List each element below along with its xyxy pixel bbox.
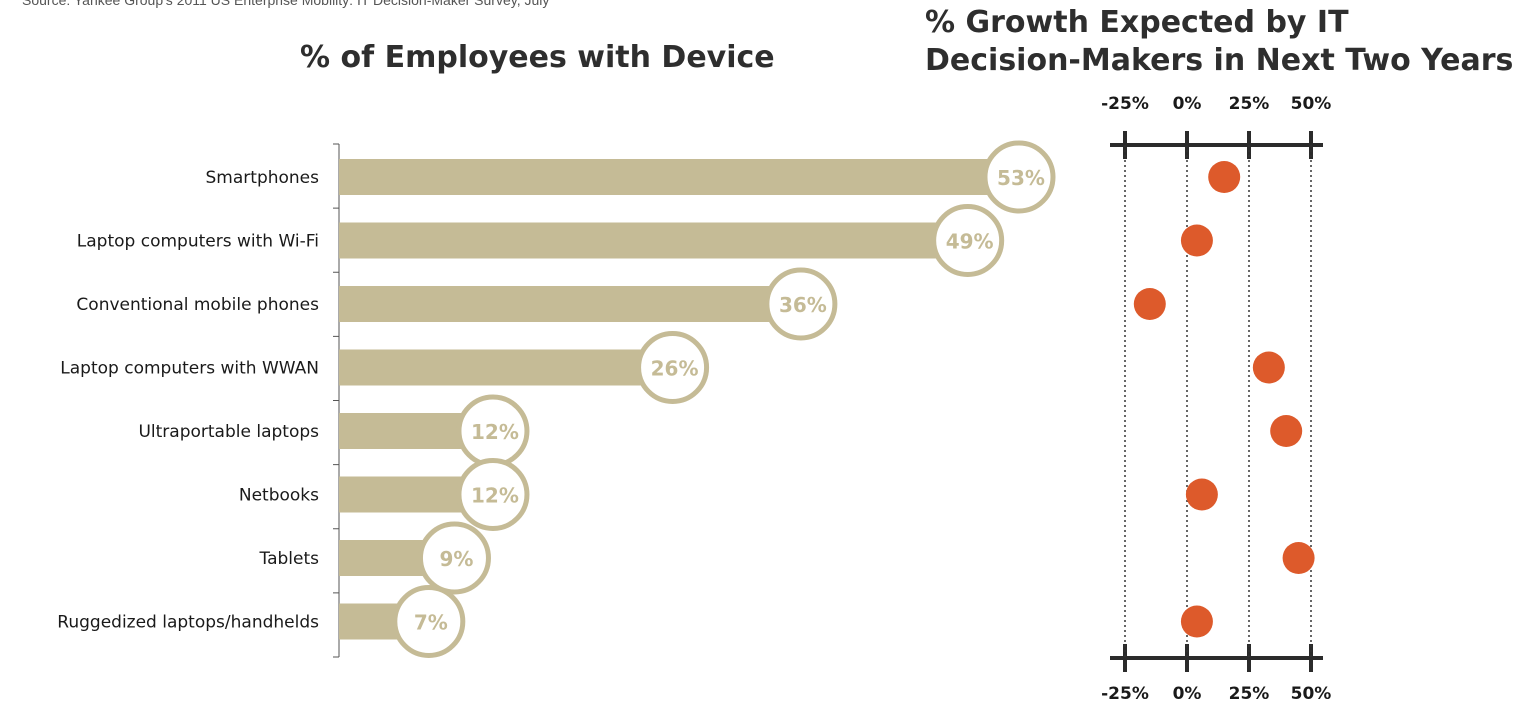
bar-value-label: 7%: [414, 611, 448, 635]
bar-value-badge: [764, 267, 838, 341]
bar-value-badge: [456, 458, 530, 531]
source-note: Source: Yankee Group's 2011 US Enterpris…: [22, 0, 550, 8]
dot-tick-label-top: 25%: [1229, 94, 1270, 114]
bar-value-label: 26%: [651, 357, 699, 381]
bar-category-label: Ruggedized laptops/handhelds: [57, 613, 319, 633]
bar-value-label: 12%: [471, 420, 519, 444]
bar-value-label: 12%: [471, 484, 519, 508]
bar: [339, 349, 673, 386]
dot-chart: -25% -25% 0% 0% 25% 25% 50% 50%: [1101, 94, 1331, 704]
bar: [339, 222, 968, 259]
dot-tick-label-bottom: 0%: [1173, 684, 1202, 704]
growth-dot: [1180, 605, 1213, 638]
bar-value-badge: [982, 140, 1056, 214]
growth-dot: [1133, 288, 1166, 320]
growth-dot: [1208, 161, 1241, 193]
bar-value-badge: [931, 204, 1005, 277]
dot-tick-label-top: 0%: [1173, 94, 1202, 114]
bar-chart-title: % of Employees with Device: [300, 40, 775, 75]
bar: [339, 286, 801, 322]
bar-value-label: 49%: [946, 230, 994, 254]
bar-value-label: 9%: [439, 547, 473, 571]
dot-tick-label-top: 50%: [1291, 94, 1332, 114]
bar: [339, 159, 1019, 195]
bar-value-label: 53%: [997, 166, 1045, 190]
bar-value-label: 36%: [779, 293, 827, 317]
dot-tick-label-bottom: 50%: [1291, 684, 1332, 704]
bar-category-label: Ultraportable laptops: [138, 422, 319, 442]
bar-category-label: Laptop computers with Wi-Fi: [77, 232, 319, 252]
bar-value-badge: [636, 331, 710, 404]
growth-dot: [1270, 415, 1303, 447]
growth-dot: [1185, 478, 1218, 511]
dot-tick-label-bottom: -25%: [1101, 684, 1149, 704]
growth-dot: [1180, 224, 1213, 257]
dot-chart-title-line-1: % Growth Expected by IT: [925, 5, 1349, 40]
bar-chart: Smartphones 53% Laptop computers with Wi-F…: [57, 140, 1056, 658]
bar-value-badge: [392, 585, 466, 658]
bar-category-label: Smartphones: [206, 168, 320, 188]
bar-category-label: Conventional mobile phones: [76, 295, 319, 315]
dot-tick-label-top: -25%: [1101, 94, 1149, 114]
growth-dot: [1252, 351, 1285, 384]
growth-dot: [1282, 542, 1315, 574]
bar-category-label: Laptop computers with WWAN: [60, 359, 319, 379]
bar-category-label: Tablets: [259, 549, 320, 569]
dot-tick-label-bottom: 25%: [1229, 684, 1270, 704]
bar-value-badge: [417, 521, 491, 595]
bar-category-label: Netbooks: [239, 486, 319, 506]
